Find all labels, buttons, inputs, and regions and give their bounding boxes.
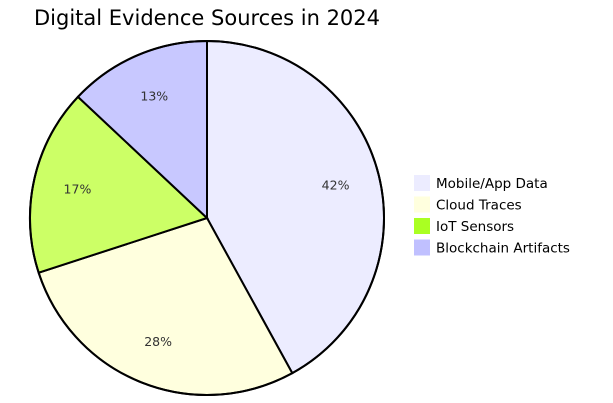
legend: Mobile/App Data Cloud Traces IoT Sensors Bl… — [414, 175, 570, 257]
legend-swatch-blockchain-artifacts — [414, 239, 430, 256]
slice-label-blockchain-artifacts: 13% — [140, 89, 168, 104]
legend-label-cloud-traces: Cloud Traces — [436, 198, 522, 214]
slice-label-iot-sensors: 17% — [64, 182, 92, 197]
legend-label-blockchain-artifacts: Blockchain Artifacts — [436, 241, 570, 257]
legend-label-iot-sensors: IoT Sensors — [436, 219, 514, 235]
legend-swatch-mobile-app-data — [414, 175, 430, 191]
legend-swatch-cloud-traces — [414, 196, 430, 213]
pie-outline — [29, 40, 385, 396]
legend-swatch-iot-sensors — [414, 218, 430, 234]
chart-title: Digital Evidence Sources in 2024 — [34, 6, 381, 30]
slice-label-mobile-app-data: 42% — [322, 177, 350, 192]
slice-label-cloud-traces: 28% — [144, 334, 172, 349]
legend-label-mobile-app-data: Mobile/App Data — [436, 176, 548, 192]
